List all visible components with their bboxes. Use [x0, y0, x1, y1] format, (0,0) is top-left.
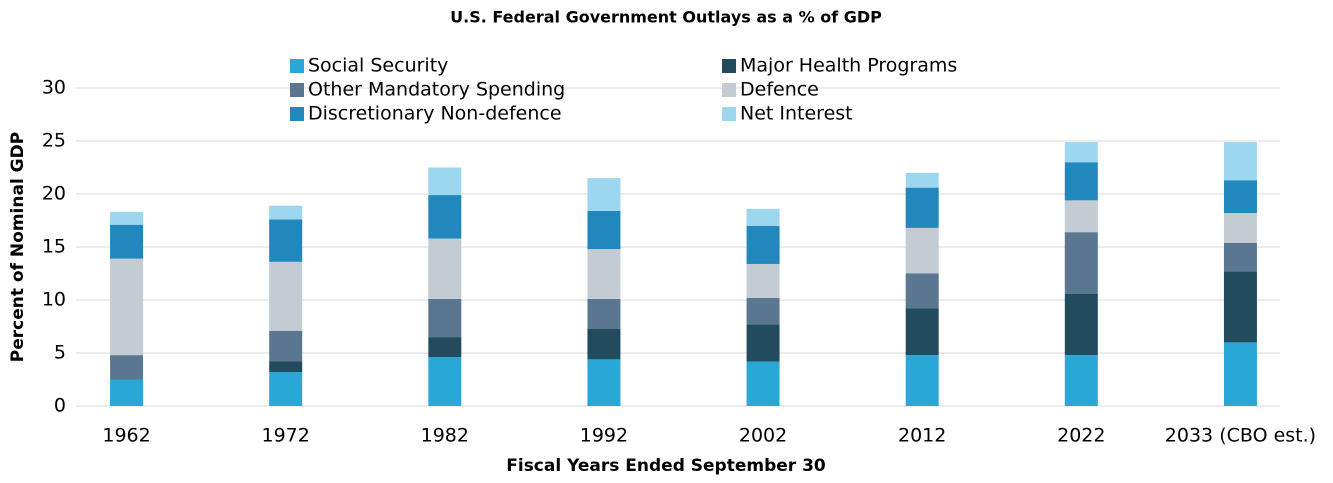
bar-segment — [587, 298, 621, 329]
bar-segment — [746, 297, 780, 325]
bar-segment — [110, 258, 144, 356]
bar-segment — [110, 379, 144, 406]
legend-label: Defence — [740, 79, 819, 101]
bar-segment — [1223, 271, 1257, 343]
bar-segment — [428, 337, 462, 358]
bar-segment — [1223, 213, 1257, 243]
legend-label: Major Health Programs — [740, 55, 957, 77]
bar-segment — [1223, 242, 1257, 272]
x-tick-label: 2033 (CBO est.) — [1165, 425, 1316, 447]
bar-segment — [269, 361, 303, 373]
legend-label: Net Interest — [740, 103, 853, 125]
bar-segment — [428, 195, 462, 239]
bar-segment — [110, 355, 144, 380]
bar-segment — [905, 355, 939, 406]
bar-segment — [905, 308, 939, 356]
legend-swatch — [290, 59, 304, 73]
legend-label: Other Mandatory Spending — [308, 79, 565, 101]
x-tick-label: 1962 — [102, 425, 150, 447]
bar-segment — [110, 212, 144, 225]
bar-segment — [428, 298, 462, 338]
legend-swatch — [722, 83, 736, 97]
y-tick-label: 0 — [54, 395, 66, 417]
bar-segment — [587, 178, 621, 211]
bar-segment — [905, 187, 939, 228]
y-tick-label: 5 — [54, 342, 66, 364]
bar-segment — [746, 324, 780, 362]
y-tick-label: 20 — [42, 183, 66, 205]
bar-segment — [1064, 232, 1098, 294]
x-tick-label: 1972 — [262, 425, 310, 447]
bar-segment — [428, 167, 462, 196]
bar-segment — [269, 330, 303, 362]
bar-segment — [269, 372, 303, 406]
legend-label: Discretionary Non-defence — [308, 103, 562, 125]
bar-segment — [269, 219, 303, 262]
legend-swatch — [290, 107, 304, 121]
bar-segment — [587, 359, 621, 406]
x-axis-label: Fiscal Years Ended September 30 — [506, 456, 826, 476]
y-tick-label: 10 — [42, 289, 66, 311]
y-axis-label: Percent of Nominal GDP — [8, 132, 28, 362]
bar-segment — [1064, 200, 1098, 233]
bar-segment — [269, 261, 303, 331]
bar-segment — [905, 227, 939, 274]
bar-segment — [1064, 142, 1098, 163]
bar-segment — [269, 205, 303, 220]
bar-segment — [428, 238, 462, 299]
bar-segment — [905, 172, 939, 188]
bar-segment — [746, 208, 780, 226]
bar-segment — [746, 263, 780, 298]
legend-label: Social Security — [308, 55, 448, 77]
bar-segment — [1223, 342, 1257, 406]
bar-segment — [746, 361, 780, 406]
x-tick-label: 2002 — [739, 425, 787, 447]
x-tick-label: 2022 — [1057, 425, 1105, 447]
bar-segment — [110, 224, 144, 259]
bar-segment — [1223, 142, 1257, 181]
bar-segment — [905, 273, 939, 309]
legend-swatch — [722, 59, 736, 73]
chart-title: U.S. Federal Government Outlays as a % o… — [450, 8, 882, 27]
bar-segment — [587, 249, 621, 299]
bar-segment — [1064, 162, 1098, 201]
bar-segment — [1064, 293, 1098, 356]
y-tick-label: 25 — [42, 130, 66, 152]
bar-segment — [587, 328, 621, 360]
x-tick-label: 1982 — [421, 425, 469, 447]
bar-segment — [1223, 180, 1257, 214]
bar-segment — [587, 210, 621, 250]
y-tick-label: 30 — [42, 77, 66, 99]
bar-segment — [428, 357, 462, 406]
bar-segment — [1064, 355, 1098, 406]
x-tick-label: 1992 — [580, 425, 628, 447]
x-tick-label: 2012 — [898, 425, 946, 447]
y-tick-label: 15 — [42, 236, 66, 258]
legend-swatch — [722, 107, 736, 121]
bar-segment — [746, 225, 780, 264]
legend-swatch — [290, 83, 304, 97]
